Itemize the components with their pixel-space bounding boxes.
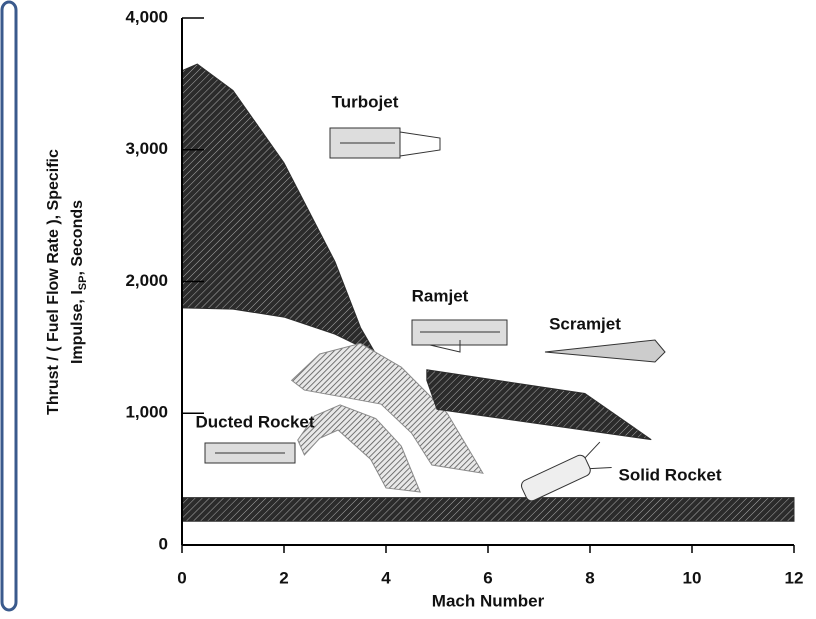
- x-tick-label: 4: [381, 568, 391, 587]
- region-label: Ramjet: [412, 286, 469, 305]
- region: [297, 404, 421, 493]
- region-label: Scramjet: [549, 314, 621, 333]
- region-label: Solid Rocket: [619, 465, 722, 484]
- frame-border: [0, 0, 18, 612]
- region: [426, 369, 652, 441]
- x-tick-label: 12: [785, 568, 804, 587]
- region: [181, 497, 795, 522]
- y-axis-label: Thrust / ( Fuel Flow Rate ), Specific: [45, 149, 62, 415]
- region: [290, 342, 484, 474]
- y-tick-label: 4,000: [125, 7, 168, 26]
- y-tick-label: 3,000: [125, 139, 168, 158]
- y-tick-label: 2,000: [125, 271, 168, 290]
- ramjet-icon: [411, 319, 508, 353]
- solid-rocket-icon: [520, 441, 612, 502]
- x-tick-label: 8: [585, 568, 594, 587]
- y-label-part: , Seconds: [69, 200, 86, 276]
- scramjet-icon: [544, 339, 666, 363]
- y-tick-label: 1,000: [125, 403, 168, 422]
- x-axis-label: Mach Number: [432, 591, 545, 610]
- region: [181, 63, 378, 356]
- y-label-subscript: SP: [77, 276, 89, 291]
- y-tick-label: 0: [159, 534, 168, 553]
- y-label-part: Impulse, I: [69, 290, 86, 364]
- x-tick-label: 10: [683, 568, 702, 587]
- y-axis-label: Impulse, ISP, Seconds: [69, 200, 89, 364]
- region-label: Turbojet: [332, 92, 399, 111]
- x-tick-label: 0: [177, 568, 186, 587]
- region-label: Ducted Rocket: [195, 412, 314, 431]
- engine-icons: [204, 127, 666, 502]
- x-tick-label: 2: [279, 568, 288, 587]
- turbojet-icon: [329, 127, 441, 159]
- x-tick-label: 6: [483, 568, 492, 587]
- ducted-rocket-icon: [204, 442, 296, 464]
